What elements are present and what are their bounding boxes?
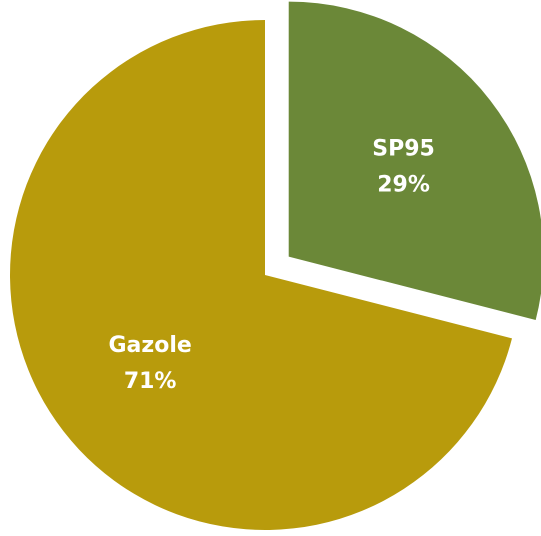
slice-label: SP95 bbox=[372, 137, 435, 162]
pie-slice bbox=[10, 20, 512, 530]
slice-value-label: 71% bbox=[124, 369, 177, 394]
slice-label: Gazole bbox=[109, 333, 192, 358]
slice-value-label: 29% bbox=[377, 173, 430, 198]
pie-slice bbox=[288, 1, 541, 321]
